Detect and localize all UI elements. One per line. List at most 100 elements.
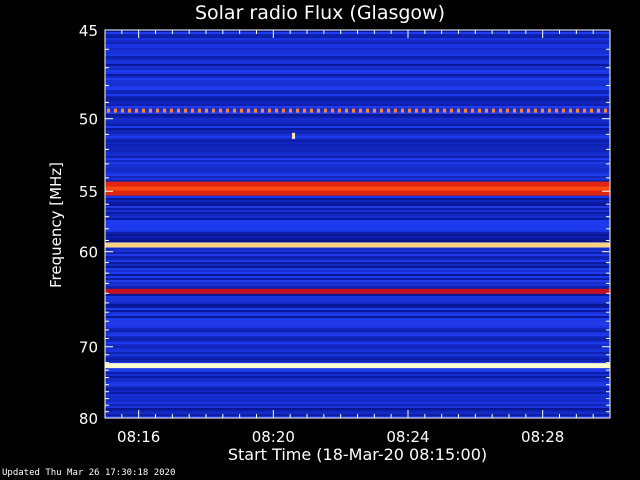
band-dash xyxy=(156,108,159,113)
background-row xyxy=(105,304,610,306)
y-tick-label: 50 xyxy=(79,111,98,129)
background-row xyxy=(105,154,610,156)
background-row xyxy=(105,102,610,104)
background-row xyxy=(105,122,610,124)
background-row xyxy=(105,94,610,96)
band-dash xyxy=(534,108,537,113)
background-row xyxy=(105,140,610,142)
band-dash xyxy=(359,108,362,113)
background-row xyxy=(105,38,610,40)
band-dash xyxy=(184,108,187,113)
background-row xyxy=(105,318,610,320)
background-row xyxy=(105,404,610,406)
background-row xyxy=(105,62,610,64)
background-row xyxy=(105,214,610,216)
background-row xyxy=(105,286,610,288)
background-row xyxy=(105,376,610,378)
background-row xyxy=(105,98,610,100)
band-dash xyxy=(233,108,236,113)
band-dash xyxy=(457,108,460,113)
background-row xyxy=(105,84,610,86)
background-row xyxy=(105,158,610,160)
background-row xyxy=(105,324,610,326)
background-row xyxy=(105,356,610,358)
background-row xyxy=(105,78,610,80)
background-row xyxy=(105,326,610,328)
background-row xyxy=(105,390,610,392)
band-dash xyxy=(415,108,418,113)
background-row xyxy=(105,264,610,266)
band-dash xyxy=(282,108,285,113)
background-row xyxy=(105,408,610,410)
background-row xyxy=(105,234,610,236)
background-row xyxy=(105,350,610,352)
plot-area xyxy=(105,30,610,418)
background-row xyxy=(105,314,610,316)
band-dash xyxy=(352,108,355,113)
background-row xyxy=(105,116,610,118)
x-tick-label: 08:24 xyxy=(386,428,429,446)
background-row xyxy=(105,100,610,102)
background-row xyxy=(105,174,610,176)
background-row xyxy=(105,170,610,172)
background-row xyxy=(105,348,610,350)
background-row xyxy=(105,402,610,404)
band-dash xyxy=(471,108,474,113)
background-row xyxy=(105,228,610,230)
background-row xyxy=(105,328,610,330)
background-row xyxy=(105,126,610,128)
background-row xyxy=(105,118,610,120)
band-dash xyxy=(576,108,579,113)
background-row xyxy=(105,266,610,268)
background-row xyxy=(105,152,610,154)
background-row xyxy=(105,250,610,252)
y-tick-label: 60 xyxy=(79,244,98,262)
background-row xyxy=(105,150,610,152)
background-row xyxy=(105,316,610,318)
band-dash xyxy=(338,108,341,113)
band-dash xyxy=(310,108,313,113)
band-dash xyxy=(142,108,145,113)
background-row xyxy=(105,354,610,356)
background-row xyxy=(105,360,610,362)
band-dash xyxy=(289,108,292,113)
background-row xyxy=(105,178,610,180)
background-row xyxy=(105,294,610,296)
background-row xyxy=(105,396,610,398)
background-row xyxy=(105,332,610,334)
band-dash xyxy=(478,108,481,113)
band-dash xyxy=(429,108,432,113)
x-tick-label: 08:20 xyxy=(252,428,295,446)
background-row xyxy=(105,410,610,412)
band-dash xyxy=(247,108,250,113)
background-row xyxy=(105,42,610,44)
band-dash xyxy=(492,108,495,113)
background-row xyxy=(105,232,610,234)
band-dash xyxy=(443,108,446,113)
background-row xyxy=(105,124,610,126)
background-row xyxy=(105,110,610,112)
background-row xyxy=(105,200,610,202)
background-row xyxy=(105,64,610,66)
background-row xyxy=(105,310,610,312)
background-row xyxy=(105,380,610,382)
background-row xyxy=(105,106,610,108)
background-row xyxy=(105,254,610,256)
background-row xyxy=(105,226,610,228)
background-row xyxy=(105,400,610,402)
band-dash xyxy=(373,108,376,113)
background-row xyxy=(105,72,610,74)
band-dash xyxy=(485,108,488,113)
background-row xyxy=(105,66,610,68)
background-row xyxy=(105,210,610,212)
background-row xyxy=(105,58,610,60)
background-row xyxy=(105,392,610,394)
background-row xyxy=(105,216,610,218)
background-row xyxy=(105,296,610,298)
background-row xyxy=(105,374,610,376)
band-core xyxy=(105,186,610,191)
band-dash xyxy=(590,108,593,113)
background-row xyxy=(105,50,610,52)
band-dash xyxy=(135,108,138,113)
background-row xyxy=(105,180,610,182)
